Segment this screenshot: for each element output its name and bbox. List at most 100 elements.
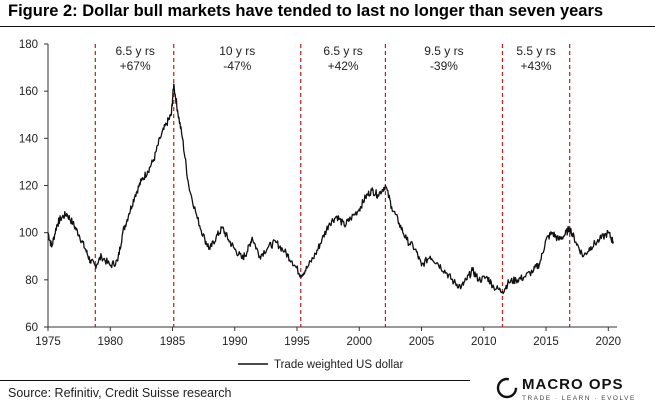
data-point bbox=[47, 232, 49, 234]
series-layer bbox=[47, 83, 614, 295]
data-point bbox=[336, 215, 338, 217]
data-point bbox=[306, 267, 308, 269]
data-point bbox=[259, 255, 261, 257]
chart-title: Figure 2: Dollar bull markets have tende… bbox=[8, 2, 604, 20]
data-point bbox=[398, 222, 400, 224]
data-point bbox=[391, 206, 393, 208]
y-tick-label: 120 bbox=[19, 181, 38, 193]
data-point bbox=[241, 258, 243, 260]
data-point bbox=[165, 123, 167, 125]
x-tick-label: 2020 bbox=[595, 336, 621, 348]
x-tick-label: 1975 bbox=[35, 336, 61, 348]
legend: Trade weighted US dollar bbox=[238, 359, 404, 371]
logo-name: MACRO OPS bbox=[522, 376, 624, 393]
data-point bbox=[493, 286, 495, 288]
annotation-line: -47% bbox=[223, 59, 251, 73]
data-point bbox=[159, 137, 161, 139]
data-point bbox=[501, 291, 504, 293]
data-point bbox=[328, 222, 330, 224]
data-point bbox=[140, 180, 142, 182]
data-point bbox=[472, 269, 474, 271]
data-point bbox=[545, 239, 547, 241]
data-point bbox=[170, 114, 172, 116]
data-point bbox=[384, 184, 386, 187]
data-point bbox=[122, 232, 124, 234]
data-point bbox=[465, 279, 467, 281]
data-point bbox=[612, 241, 614, 243]
data-point bbox=[590, 246, 592, 248]
data-point bbox=[564, 234, 566, 236]
data-point bbox=[557, 239, 560, 241]
logo-tagline: TRADE · LEARN · EVOLVE bbox=[522, 395, 636, 402]
data-point bbox=[84, 248, 86, 250]
data-point bbox=[284, 250, 286, 253]
data-point bbox=[59, 217, 62, 220]
x-tick-label: 2000 bbox=[346, 336, 372, 348]
annotation-line: 5.5 y rs bbox=[516, 44, 555, 58]
annotation-line: 10 y rs bbox=[219, 44, 255, 58]
data-point bbox=[453, 281, 455, 283]
data-point bbox=[539, 262, 541, 264]
data-point bbox=[181, 137, 184, 139]
data-point bbox=[321, 239, 323, 241]
data-point bbox=[437, 262, 439, 264]
period-annotations: 6.5 y rs+67%10 y rs-47%6.5 y rs+42%9.5 y… bbox=[115, 44, 555, 73]
data-point bbox=[109, 265, 111, 267]
brand-logo: MACRO OPS TRADE · LEARN · EVOLVE bbox=[496, 374, 651, 406]
y-tick-label: 160 bbox=[19, 86, 38, 98]
data-point bbox=[128, 213, 130, 215]
data-point bbox=[371, 189, 373, 191]
data-point bbox=[72, 222, 74, 224]
data-point bbox=[508, 281, 510, 283]
data-point bbox=[153, 159, 155, 161]
data-point bbox=[445, 272, 447, 274]
data-point bbox=[215, 236, 217, 238]
y-tick-label: 180 bbox=[19, 39, 38, 51]
data-point bbox=[147, 170, 149, 172]
data-point bbox=[176, 109, 179, 111]
data-point bbox=[51, 246, 53, 248]
annotation-line: +42% bbox=[328, 59, 359, 73]
data-point bbox=[358, 208, 360, 210]
data-point bbox=[291, 260, 293, 262]
chart-canvas: 60 80 100 120 140 160 180 1975 1980 1985 1990 1995 2… bbox=[19, 39, 621, 371]
data-point bbox=[420, 265, 423, 267]
data-point bbox=[486, 276, 489, 279]
x-tick-label: 1995 bbox=[284, 336, 310, 348]
title-divider bbox=[0, 26, 655, 27]
data-point bbox=[275, 241, 277, 243]
data-point bbox=[251, 236, 253, 238]
x-tick-label: 1980 bbox=[97, 336, 123, 348]
data-point bbox=[551, 232, 553, 234]
data-point bbox=[377, 194, 379, 196]
x-tick-label: 2015 bbox=[533, 336, 559, 348]
data-point bbox=[364, 196, 367, 198]
data-point bbox=[66, 213, 68, 215]
data-point bbox=[227, 239, 230, 241]
data-point bbox=[56, 225, 58, 227]
data-point bbox=[315, 253, 317, 255]
data-point bbox=[607, 232, 609, 234]
data-point bbox=[343, 225, 345, 227]
data-point bbox=[209, 248, 211, 250]
data-point bbox=[429, 255, 431, 257]
data-point bbox=[78, 234, 80, 236]
data-point bbox=[569, 227, 571, 229]
data-point bbox=[414, 248, 416, 250]
y-tick-label: 100 bbox=[19, 228, 38, 240]
data-point bbox=[460, 286, 462, 288]
data-point bbox=[599, 239, 601, 241]
data-point bbox=[575, 241, 577, 243]
source-note: Source: Refinitiv, Credit Suisse researc… bbox=[8, 386, 232, 400]
data-point bbox=[134, 194, 136, 196]
data-point bbox=[89, 260, 91, 262]
x-tick-label: 1985 bbox=[160, 336, 186, 348]
annotation-line: +67% bbox=[120, 59, 151, 73]
y-tick-label: 80 bbox=[25, 275, 38, 287]
annotation-line: -39% bbox=[430, 59, 458, 73]
data-point bbox=[188, 184, 190, 187]
annotation-line: 6.5 y rs bbox=[115, 44, 154, 58]
annotation-line: +43% bbox=[521, 59, 552, 73]
x-tick-label: 1990 bbox=[222, 336, 248, 348]
data-point bbox=[582, 255, 585, 257]
